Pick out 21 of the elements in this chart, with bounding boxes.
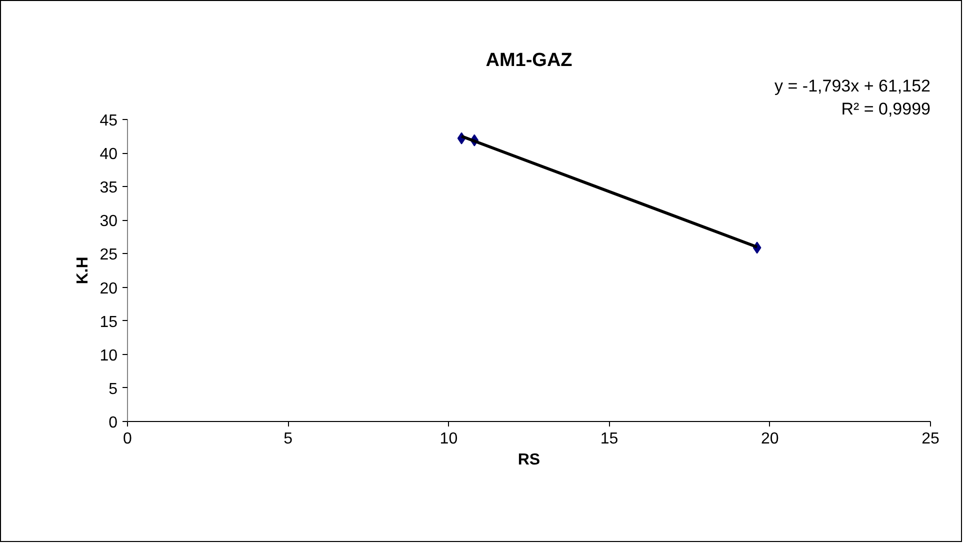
text: y = -1,793x + 61,152 xyxy=(774,76,931,96)
y-tick-label: 45 xyxy=(100,112,118,130)
y-tick-label: 10 xyxy=(100,347,118,364)
y-tick-label: 20 xyxy=(100,280,118,298)
x-tick-label: 5 xyxy=(284,430,293,448)
y-tick-label: 40 xyxy=(100,146,118,164)
x-tick-label: 25 xyxy=(922,430,940,448)
x-tick-label: 0 xyxy=(123,430,132,448)
x-tick-label: 10 xyxy=(440,430,458,448)
y-tick-label: 25 xyxy=(100,246,118,264)
y-tick-label: 0 xyxy=(108,414,118,432)
y-tick-label: 35 xyxy=(100,180,118,197)
x-axis-title: RS xyxy=(518,452,540,468)
x-tick-label: 20 xyxy=(761,430,779,448)
y-tick-label: 5 xyxy=(108,380,118,398)
text: R² = 0,9999 xyxy=(841,100,931,118)
x-tick-label: 15 xyxy=(600,430,618,448)
y-tick-label: 15 xyxy=(100,314,118,331)
y-tick-label: 30 xyxy=(100,213,118,230)
chart-title: AM1-GAZ xyxy=(486,50,573,71)
y-axis-title: K.H xyxy=(74,256,92,284)
